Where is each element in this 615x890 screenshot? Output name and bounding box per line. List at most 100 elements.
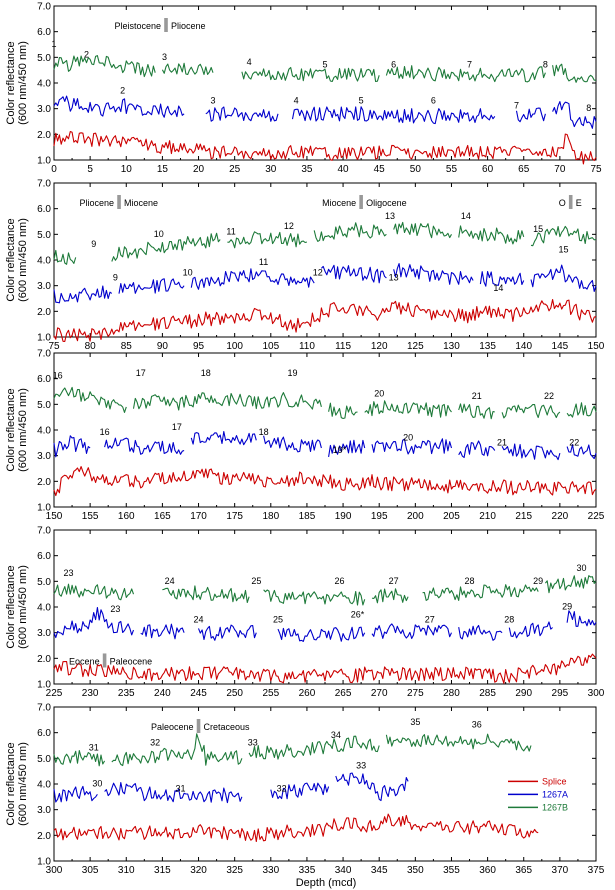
core-number-label: 7 [514, 101, 519, 111]
core-number-label: 28 [465, 576, 475, 586]
series-line-1267a-segment [371, 438, 453, 455]
core-number-label: 2 [84, 49, 89, 59]
x-tick-label: 220 [552, 511, 569, 522]
x-axis-label: Depth (mcd) [296, 877, 357, 889]
x-tick-label: 260 [299, 688, 316, 699]
epoch-boundary-bar [196, 719, 201, 733]
core-number-label: 19* [333, 445, 347, 455]
core-number-label: 9 [91, 239, 96, 249]
core-number-label: 11 [259, 257, 268, 267]
y-tick-label: 7.0 [37, 349, 51, 360]
core-number-label: 12 [284, 221, 294, 231]
x-tick-label: 300 [46, 865, 63, 876]
y-tick-label: 3.0 [37, 104, 51, 115]
x-tick-label: 15 [157, 164, 169, 175]
x-tick-label: 55 [446, 164, 458, 175]
y-tick-label: 1.0 [37, 503, 51, 514]
core-number-label: 15 [558, 244, 568, 254]
y-tick-label: 3.0 [37, 451, 51, 462]
series-line-1267a-segment [501, 443, 561, 461]
core-number-label: 17 [136, 368, 146, 378]
core-number-label: 4 [294, 96, 299, 106]
legend-label-splice: Splice [542, 776, 567, 786]
series-line-1267b-segment [544, 575, 597, 594]
core-number-label: 25 [273, 614, 283, 624]
epoch-label-right: Cretaceous [204, 722, 251, 732]
x-tick-label: 335 [299, 865, 316, 876]
x-tick-label: 50 [410, 164, 422, 175]
y-tick-label: 3.0 [37, 805, 51, 816]
core-number-label: 3 [210, 96, 215, 106]
core-number-label: 26* [351, 609, 365, 619]
x-tick-label: 290 [515, 688, 532, 699]
x-tick-label: 240 [154, 688, 171, 699]
x-tick-label: 110 [299, 341, 315, 352]
series-line-1267b-segment [53, 583, 135, 601]
core-number-label: 23 [110, 604, 120, 614]
core-number-label: 14 [461, 211, 471, 221]
core-number-label: 19 [287, 368, 297, 378]
x-tick-label: 35 [301, 164, 313, 175]
core-number-label: 29 [533, 576, 543, 586]
epoch-boundary-bar [117, 195, 121, 209]
core-number-label: 4 [247, 57, 252, 67]
series-line-1267b-segment [501, 403, 561, 419]
series-line-1267a-segment [53, 285, 113, 304]
y-tick-label: 6.0 [37, 204, 51, 215]
y-tick-label: 4.0 [37, 79, 51, 90]
x-tick-label: 350 [407, 865, 424, 876]
y-tick-label: 5.0 [37, 53, 51, 64]
x-tick-label: 300 [588, 688, 605, 699]
core-number-label: 20 [374, 389, 384, 399]
x-tick-label: 130 [443, 341, 460, 352]
epoch-label-right: E [576, 198, 582, 208]
series-line-1267a-segment [530, 264, 597, 292]
x-tick-label: 75 [48, 341, 60, 352]
core-number-label: 23 [63, 568, 73, 578]
core-number-label: 22 [569, 437, 579, 447]
series-line-1267b-segment [364, 400, 452, 418]
y-tick-label: 4.0 [37, 426, 51, 437]
core-number-label: 27 [389, 576, 399, 586]
series-line-1267b-segment [132, 392, 322, 411]
chart-panels: 1.02.03.04.05.06.07.00 5 10 15 20 25 30 35 40 45 5… [5, 2, 605, 877]
core-number-label: 12 [313, 267, 323, 277]
x-tick-label: 320 [190, 865, 207, 876]
series-line-splice-segment [53, 466, 597, 497]
core-number-label: 30 [577, 563, 587, 573]
y-tick-label: 7.0 [37, 2, 51, 13]
x-tick-label: 305 [82, 865, 99, 876]
core-number-label: 18 [201, 368, 211, 378]
x-tick-label: 355 [443, 865, 460, 876]
x-tick-label: 255 [262, 688, 279, 699]
series-line-1267b-segment [530, 225, 597, 247]
series-line-1267a-segment [277, 626, 366, 642]
series-line-1267b-segment [241, 66, 380, 83]
x-tick-label: 175 [226, 511, 243, 522]
x-tick-label: 105 [262, 341, 279, 352]
core-number-label: 33 [356, 761, 366, 771]
core-number-label: 5 [359, 96, 364, 106]
legend-label-1267b: 1267B [542, 802, 568, 812]
core-number-label: 7 [467, 60, 472, 70]
core-number-label: 33 [248, 738, 258, 748]
core-number-label: 10 [154, 229, 164, 239]
series-line-1267b-segment [248, 735, 380, 760]
core-number-label: 26 [334, 576, 344, 586]
x-tick-label: 190 [335, 511, 352, 522]
epoch-boundary-bar [568, 195, 573, 209]
y-tick-label: 4.0 [37, 603, 51, 614]
x-tick-label: 75 [590, 164, 602, 175]
x-tick-label: 185 [299, 511, 316, 522]
x-tick-label: 80 [85, 341, 97, 352]
core-number-label: 28 [504, 614, 514, 624]
x-tick-label: 265 [335, 688, 352, 699]
series-line-1267b-segment [371, 588, 409, 604]
y-axis-label: Color reflectance [5, 388, 17, 471]
y-tick-label: 7.0 [37, 703, 51, 714]
series-line-1267a-segment [552, 101, 597, 129]
y-tick-label: 2.0 [37, 477, 51, 488]
core-number-label: 16 [100, 427, 110, 437]
series-line-1267b-segment [53, 750, 106, 767]
core-number-label: 1 [51, 39, 56, 49]
